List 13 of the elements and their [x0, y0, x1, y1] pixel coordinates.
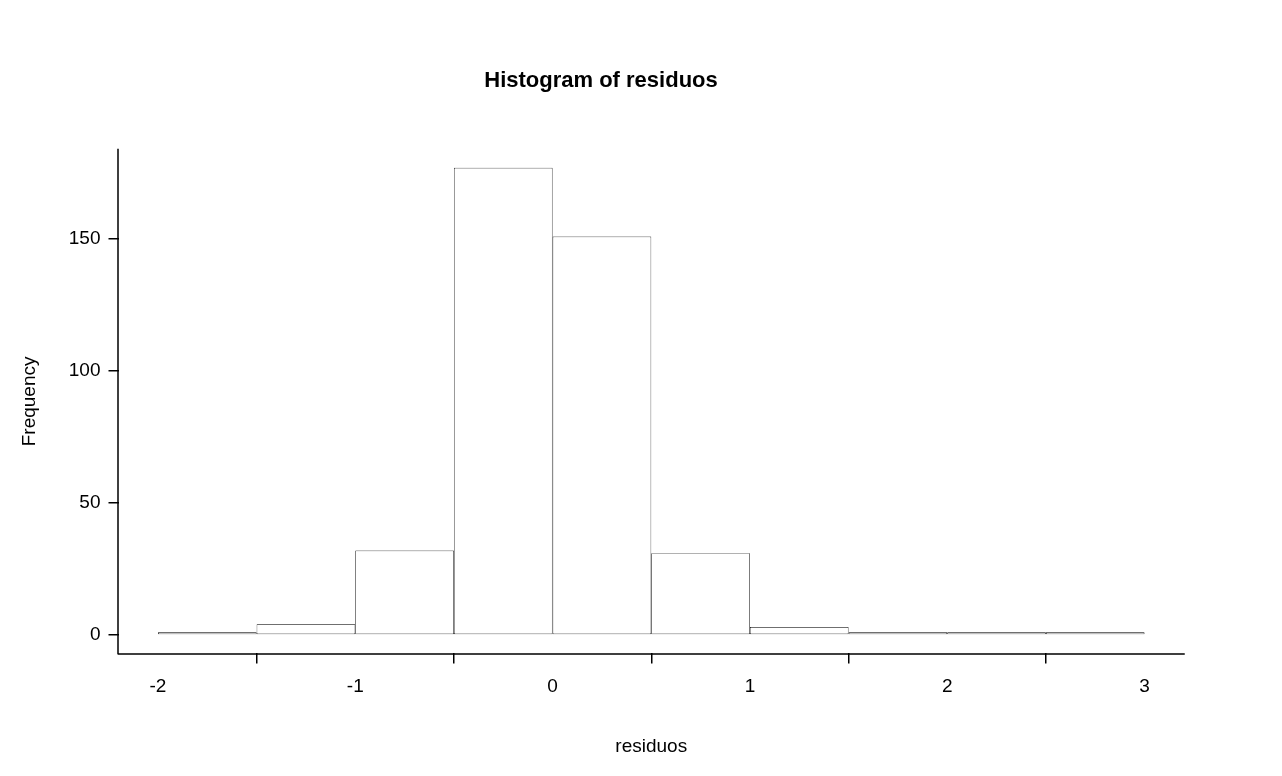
x-tick-label: 3	[1139, 675, 1150, 697]
x-tick-label: -2	[149, 675, 167, 697]
y-tick-label: 150	[68, 227, 101, 249]
y-tick-label: 0	[89, 623, 101, 645]
chart-title: Histogram of residuos	[484, 67, 718, 93]
y-axis-title: Frequency	[17, 356, 39, 447]
x-tick-label: 1	[744, 675, 756, 697]
x-tick-label: -1	[346, 675, 364, 697]
y-tick-label: 100	[68, 359, 101, 381]
x-axis-title: residuos	[615, 734, 688, 756]
x-tick-label: 2	[941, 675, 953, 697]
y-tick-label: 50	[79, 491, 101, 513]
x-tick-label: 0	[547, 675, 558, 697]
